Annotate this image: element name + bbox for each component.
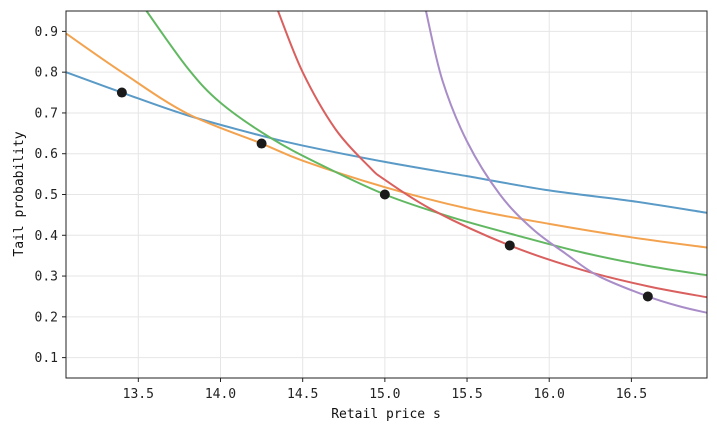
y-tick-label: 0.3	[35, 270, 58, 285]
x-tick-label: 15.5	[451, 387, 482, 402]
data-point-3	[379, 189, 390, 200]
y-tick-label: 0.7	[35, 106, 58, 121]
y-tick-label: 0.1	[35, 351, 58, 366]
x-tick-label: 15.0	[369, 387, 400, 402]
series-line-4	[277, 11, 707, 299]
data-point-1	[116, 87, 127, 98]
series-line-2	[66, 32, 707, 249]
data-point-5	[642, 291, 653, 302]
data-point-4	[504, 240, 515, 251]
x-tick-label: 14.0	[205, 387, 236, 402]
x-tick-label: 14.5	[287, 387, 318, 402]
x-axis-title: Retail price s	[331, 407, 441, 422]
y-tick-label: 0.9	[35, 25, 58, 40]
series-line-5	[424, 11, 707, 314]
y-tick-label: 0.5	[35, 188, 58, 203]
y-tick-label: 0.2	[35, 310, 58, 325]
data-point-2	[256, 138, 267, 149]
y-tick-label: 0.4	[35, 229, 59, 244]
y-axis-title: Tail probability	[12, 131, 27, 256]
markers	[116, 87, 653, 302]
curves	[66, 11, 707, 314]
y-tick-label: 0.8	[35, 66, 58, 81]
y-tick-label: 0.6	[35, 147, 58, 162]
x-tick-label: 16.5	[616, 387, 647, 402]
x-tick-label: 16.0	[534, 387, 565, 402]
x-tick-label: 13.5	[123, 387, 154, 402]
ticks: 13.5 14.0 14.5 15.0 15.5 16.0 16.5 0.1 0.2 0.3 0.4…	[35, 25, 648, 402]
series-line-1	[66, 71, 707, 214]
